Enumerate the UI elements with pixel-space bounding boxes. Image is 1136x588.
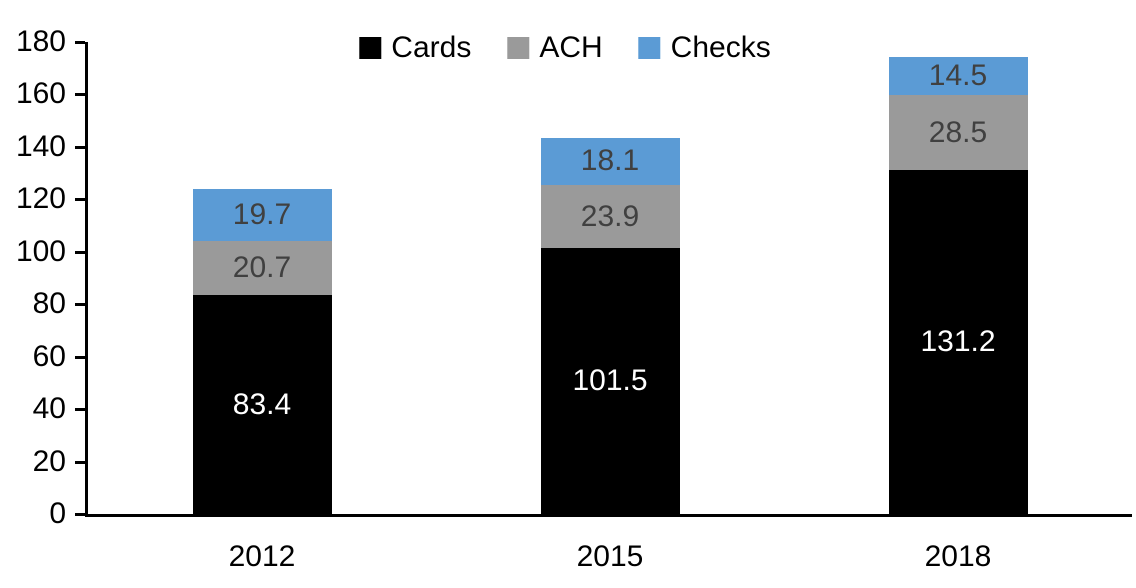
y-axis-tick (75, 513, 85, 516)
bar-segment-checks-2015: 18.1 (540, 137, 680, 186)
legend-item-cards: Cards (359, 33, 471, 63)
legend-swatch-icon (638, 37, 661, 59)
legend-item-ach: ACH (507, 31, 603, 64)
legend-item-checks: Checks (638, 31, 771, 64)
bar-segment-ach-2018: 28.5 (888, 95, 1028, 170)
bar-value-label: 14.5 (928, 59, 988, 93)
legend-swatch-icon (359, 37, 382, 59)
bar-segment-ach-2012: 20.7 (192, 241, 332, 296)
bar-value-label: 23.9 (580, 199, 640, 233)
x-axis-label: 2012 (228, 540, 296, 573)
legend-label: Checks (670, 31, 771, 64)
y-axis-tick (75, 145, 85, 149)
bar-value-label: 101.5 (572, 363, 648, 397)
y-axis-tick-label: 140 (15, 129, 66, 163)
bar-segment-cards-2012: 83.4 (192, 295, 332, 514)
bar-value-label: 28.5 (928, 115, 988, 149)
bar-segment-cards-2018: 131.2 (888, 169, 1028, 514)
bar-value-label: 83.4 (232, 387, 292, 421)
x-axis-line (85, 514, 1132, 517)
bar-segment-ach-2015: 23.9 (540, 185, 680, 248)
bar-value-label: 19.7 (232, 198, 292, 232)
x-axis-label: 2015 (576, 540, 644, 573)
y-axis-tick-label: 20 (32, 444, 66, 478)
chart-legend: Cards ACH Checks (359, 31, 771, 64)
y-axis-tick-label: 60 (32, 339, 66, 373)
y-axis-tick (75, 303, 85, 307)
y-axis-tick-label: 40 (32, 392, 66, 426)
legend-swatch-icon (507, 37, 530, 59)
y-axis-tick (75, 41, 85, 44)
y-axis-tick (75, 250, 85, 254)
y-axis-tick (75, 460, 85, 464)
bar-segment-checks-2018: 14.5 (888, 57, 1028, 96)
y-axis-tick (75, 355, 85, 359)
y-axis-tick-label: 160 (15, 77, 66, 111)
y-axis-tick-label: 100 (15, 234, 66, 268)
y-axis-tick-label: 180 (15, 25, 66, 58)
x-axis-label: 2018 (924, 540, 992, 573)
bar-segment-cards-2015: 101.5 (540, 247, 680, 514)
y-axis-tick (75, 408, 85, 412)
y-axis-tick-label: 120 (15, 182, 66, 216)
bar-value-label: 131.2 (920, 324, 996, 358)
legend-label: Cards (391, 31, 472, 64)
y-axis-tick (75, 198, 85, 202)
bar-segment-checks-2012: 19.7 (192, 189, 332, 242)
bar-value-label: 18.1 (580, 144, 640, 178)
y-axis-tick (75, 93, 85, 97)
bar-value-label: 20.7 (232, 251, 292, 285)
y-axis-line (85, 42, 88, 517)
y-axis-tick-label: 80 (32, 287, 66, 321)
y-axis-tick-label: 0 (49, 497, 66, 530)
legend-label: ACH (539, 31, 603, 64)
